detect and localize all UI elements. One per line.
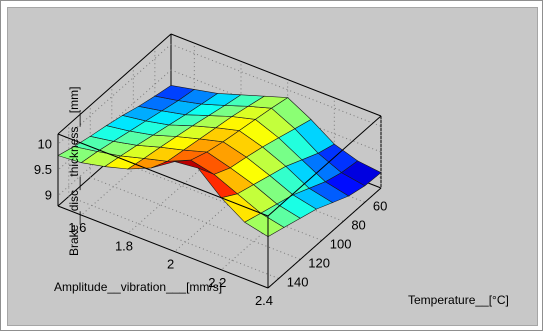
surface-mesh [57,85,382,237]
y-tick-label: 80 [351,217,365,232]
x-axis-label: Amplitude__vibration___[mm/s] [54,280,222,294]
y-tick-label: 60 [373,198,387,213]
x-tick-label: 2.4 [255,293,273,308]
figure-panel: 9 9.5 10 1.6 1.8 2 2.2 2.4 60 80 100 120 140 Amplitu… [7,7,538,326]
grid-y-floor-4 [68,196,279,279]
y-tick-label: 100 [330,236,352,251]
box-front-edge-0 [267,187,382,289]
x-tick-label: 2 [167,257,174,272]
grid-y-floor-3 [90,176,301,260]
x-tick-label: 2.2 [208,275,226,290]
z-axis-label: Brake__disc__thickness__[mm] [67,87,81,256]
x-tick-label: 1.8 [115,238,133,253]
box-back-edge-4 [57,33,172,135]
z-tick-label: 10 [38,136,52,151]
box-front-edge-1 [57,205,269,289]
z-tick-label: 9.5 [34,162,52,177]
surface-patch [340,160,382,187]
z-tick-label: 9 [45,188,52,203]
axes-box-front [57,115,382,289]
box-back-edge-3 [170,33,382,117]
y-tick-label: 140 [287,274,309,289]
y-tick-label: 120 [308,255,330,270]
y-axis-label: Temperature__[°C] [408,293,509,307]
x-tick-label: 1.6 [68,220,86,235]
box-front-edge-3 [267,115,382,217]
grid-y-floor-2 [111,157,322,241]
grid-z-back-2 [170,43,382,127]
box-front-edge-4 [57,133,269,217]
